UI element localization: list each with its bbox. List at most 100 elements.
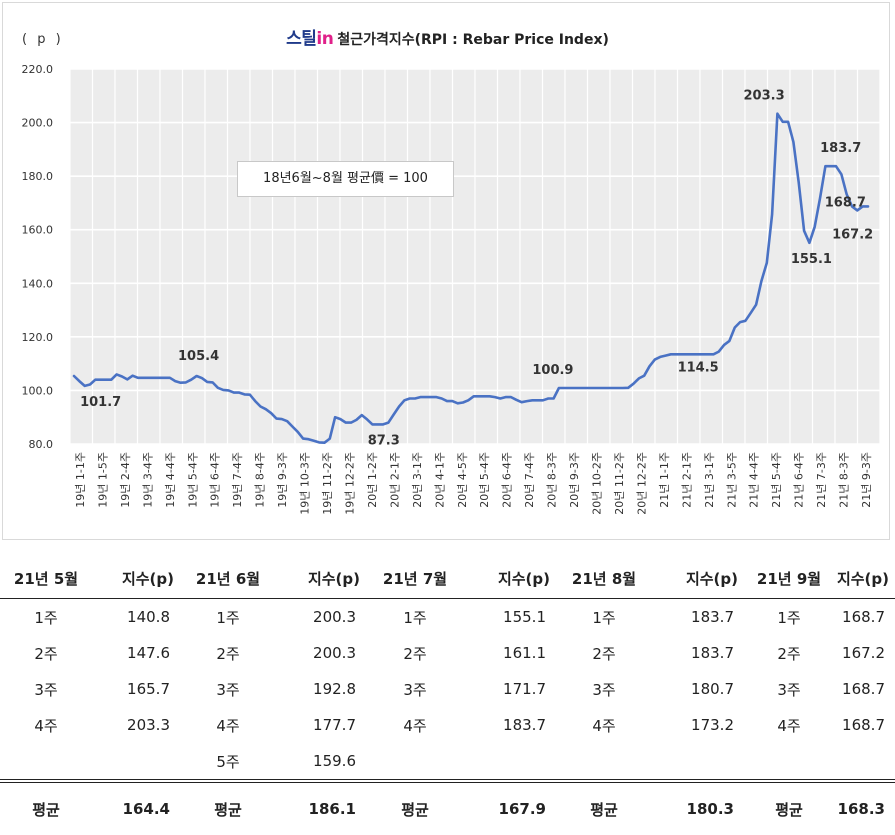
weekly-index-table: 21년 5월 지수(p) 21년 6월 지수(p) 21년 7월 지수(p) 2… [0,558,895,835]
x-tick-label: 20년 11-2주 [613,452,626,515]
data-label: 100.9 [532,363,573,378]
average-row: 평균 164.4 평균 186.1 평균 167.9 평균 180.3 평균 168.3 [0,781,895,835]
data-label: 168.7 [825,195,866,210]
x-tick-label: 21년 3-5주 [725,452,738,508]
x-tick-label: 20년 12-2주 [635,452,648,515]
index-cell: 168.7 [842,716,885,734]
index-cell: 140.8 [127,608,170,626]
x-tick-label: 19년 8-4주 [254,452,267,508]
x-tick-label: 20년 9-3주 [568,452,581,508]
week-cell: 3주 [592,680,616,699]
x-tick-label: 19년 5-4주 [186,452,199,508]
table-row: 3주 165.7 3주 192.8 3주 171.7 3주 180.7 3주 168.7 [0,671,895,707]
header-month: 21년 6월 [195,569,261,588]
x-tick-label: 21년 8-3주 [838,452,851,508]
table-row: 2주 147.6 2주 200.3 2주 161.1 2주 183.7 2주 167.2 [0,635,895,671]
index-cell: 203.3 [127,716,170,734]
header-index: 지수(p) [121,569,174,588]
x-tick-label: 19년 4-4주 [164,452,177,508]
index-cell: 177.7 [313,716,356,734]
data-label: 167.2 [832,227,873,242]
week-cell: 4주 [592,716,616,735]
index-cell: 192.8 [313,680,356,698]
index-cell: 183.7 [691,644,734,662]
data-label: 105.4 [178,349,219,364]
brand-prefix: 스틸 [286,29,317,49]
data-label: 155.1 [791,252,832,267]
header-month: 21년 7월 [382,569,448,588]
x-tick-label: 20년 1-2주 [366,452,379,508]
week-cell: 1주 [592,608,616,627]
index-cell: 168.7 [842,608,885,626]
week-cell: 4주 [777,716,801,735]
x-tick-label: 20년 2-1주 [388,452,401,508]
x-tick-label: 20년 10-2주 [591,452,604,515]
week-cell: 1주 [403,608,427,627]
index-cell: 167.2 [842,644,885,662]
index-cell: 159.6 [313,752,356,770]
average-label: 평균 [775,800,803,819]
week-cell: 3주 [34,680,58,699]
header-index: 지수(p) [307,569,360,588]
x-tick-label: 20년 5-4주 [478,452,491,508]
x-tick-label: 19년 1-1주 [74,452,87,508]
index-cell: 165.7 [127,680,170,698]
x-tick-label: 20년 7-4주 [523,452,536,508]
x-tick-label: 19년 7-4주 [231,452,244,508]
x-tick-label: 20년 4-1주 [433,452,446,508]
average-value: 168.3 [837,800,885,818]
index-cell: 183.7 [503,716,546,734]
average-label: 평균 [32,800,60,819]
week-cell [556,743,652,781]
data-label: 203.3 [744,89,785,104]
week-cell: 2주 [592,644,616,663]
week-cell: 2주 [216,644,240,663]
header-index: 지수(p) [685,569,738,588]
y-tick-label: 80.0 [29,438,54,451]
header-index: 지수(p) [836,569,889,588]
y-tick-label: 200.0 [22,117,54,130]
week-cell: 3주 [216,680,240,699]
index-cell: 200.3 [313,608,356,626]
week-cell: 1주 [34,608,58,627]
x-tick-label: 19년 10-3주 [299,452,312,515]
x-tick-label: 21년 5-4주 [770,452,783,508]
week-cell [744,743,834,781]
week-cell: 4주 [216,716,240,735]
x-tick-label: 19년 12-2주 [343,452,356,515]
x-tick-label: 19년 11-2주 [321,452,334,515]
index-cell: 183.7 [691,608,734,626]
average-label: 평균 [214,800,242,819]
week-cell [0,743,92,781]
chart-title-area: 스틸in 철근가격지수(RPI : Rebar Price Index) [0,24,895,49]
index-cell: 180.7 [691,680,734,698]
x-tick-label: 19년 6-4주 [209,452,222,508]
brand-suffix: in [316,29,334,49]
week-cell: 5주 [216,752,240,771]
table-row: 4주 203.3 4주 177.7 4주 183.7 4주 173.2 4주 168.7 [0,707,895,743]
week-cell: 3주 [777,680,801,699]
average-value: 186.1 [308,800,356,818]
chart-title: 철근가격지수(RPI : Rebar Price Index) [337,32,609,48]
data-label: 101.7 [80,395,121,410]
week-cell: 2주 [34,644,58,663]
x-tick-label: 21년 3-1주 [703,452,716,508]
average-value: 167.9 [498,800,546,818]
week-cell: 4주 [403,716,427,735]
x-tick-label: 19년 1-5주 [96,452,109,508]
y-tick-label: 160.0 [22,224,54,237]
x-tick-label: 21년 4-4주 [748,452,761,508]
average-value: 164.4 [122,800,170,818]
header-month: 21년 5월 [13,569,79,588]
line-chart: 80.0 100.0 120.0 140.0 160.0 180.0 200.0 220.0 1… [22,63,881,515]
table-header-row: 21년 5월 지수(p) 21년 6월 지수(p) 21년 7월 지수(p) 2… [0,558,895,599]
baseline-note: 18년6월~8월 평균價 = 100 [237,161,454,197]
series-line [72,112,870,445]
x-tick-label: 21년 6-4주 [793,452,806,508]
data-label: 114.5 [678,361,719,376]
y-tick-label: 120.0 [22,331,54,344]
data-label: 87.3 [368,433,400,448]
average-label: 평균 [590,800,618,819]
x-tick-label: 20년 8-3주 [546,452,559,508]
header-month: 21년 9월 [756,569,822,588]
